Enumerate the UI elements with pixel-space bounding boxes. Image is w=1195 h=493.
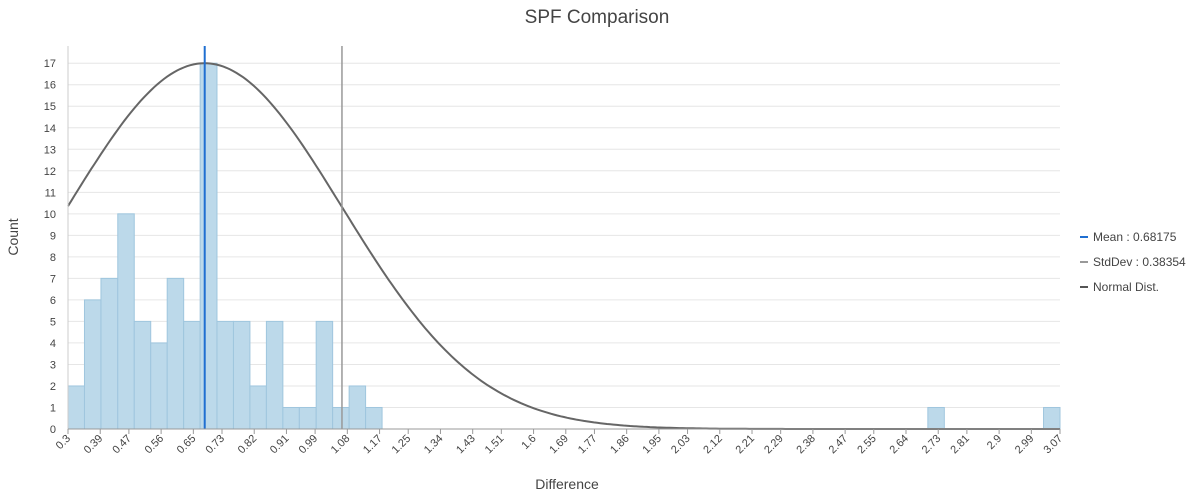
legend-label: Mean : 0.68175	[1093, 230, 1177, 244]
x-tick-label: 2.73	[920, 433, 944, 457]
y-tick-label: 11	[45, 187, 56, 199]
y-tick-label: 8	[50, 252, 56, 264]
x-tick-label: 0.47	[110, 433, 134, 457]
y-tick-label: 1	[50, 402, 56, 414]
y-tick-label: 6	[50, 295, 56, 307]
grid-lines	[68, 62, 1060, 408]
histogram-bar	[298, 406, 317, 430]
x-tick-label: 1.25	[390, 433, 414, 457]
x-axis-title: Difference	[535, 476, 599, 492]
histogram-bar	[265, 320, 284, 430]
x-tick-label: 0.91	[268, 433, 292, 457]
y-tick-label: 15	[44, 101, 56, 113]
x-tick-label: 1.69	[547, 433, 571, 457]
histogram-bar	[232, 320, 251, 430]
legend: Mean : 0.68175 StdDev : 0.38354 Normal Dis…	[1080, 230, 1186, 294]
y-tick-label: 10	[44, 209, 56, 221]
y-tick-label: 0	[50, 424, 56, 436]
y-tick-label: 4	[50, 338, 56, 350]
x-tick-label: 2.29	[762, 433, 786, 457]
histogram-bar	[83, 299, 102, 430]
x-tick-label: 3.07	[1041, 433, 1065, 457]
histogram-bar	[100, 277, 119, 430]
histogram-bar	[183, 320, 201, 430]
y-tick-label: 13	[44, 144, 56, 156]
histogram-bar	[315, 320, 334, 430]
histogram-bar	[332, 406, 350, 430]
x-tick-label: 0.82	[236, 433, 260, 457]
x-tick-label: 1.34	[422, 433, 446, 457]
y-axis-title: Count	[5, 218, 21, 255]
histogram-bar	[365, 406, 383, 430]
histogram-bar	[67, 385, 85, 430]
x-tick-label: 0.3	[54, 433, 73, 452]
x-tick-label: 0.99	[297, 433, 321, 457]
legend-label: Normal Dist.	[1093, 280, 1159, 294]
y-tick-label: 16	[44, 80, 56, 92]
y-tick-label: 2	[50, 381, 56, 393]
histogram-bar	[117, 213, 135, 430]
x-tick-label: 0.73	[203, 433, 227, 457]
x-tick-label: 2.21	[734, 433, 758, 457]
stat-lines	[203, 46, 343, 429]
x-tick-label: 2.38	[794, 433, 818, 457]
histogram-bars	[67, 62, 1061, 430]
x-tick-label: 1.43	[454, 433, 478, 457]
x-tick-label: 1.08	[329, 433, 353, 457]
y-tick-label: 17	[44, 58, 56, 70]
histogram-bar	[927, 406, 945, 430]
x-tick-label: 2.99	[1013, 433, 1037, 457]
x-tick-label: 0.56	[143, 433, 167, 457]
histogram-bar	[1043, 406, 1061, 430]
x-tick-label: 1.95	[640, 433, 664, 457]
x-tick-label: 1.17	[361, 433, 385, 457]
x-tick-label: 1.51	[483, 433, 507, 457]
axes	[67, 46, 1060, 430]
x-tick-label: 1.77	[576, 433, 600, 457]
y-tick-label: 7	[50, 273, 56, 285]
x-tick-label: 1.86	[608, 433, 632, 457]
histogram-bar	[216, 320, 234, 430]
y-tick-label: 12	[44, 166, 56, 178]
x-tick-label: 0.39	[82, 433, 106, 457]
x-tick-label: 1.6	[519, 433, 538, 452]
histogram-bar	[348, 385, 367, 430]
histogram-bar	[249, 385, 267, 430]
histogram-bar	[150, 342, 168, 430]
y-tick-label: 3	[50, 359, 56, 371]
y-tick-label: 9	[50, 230, 56, 242]
chart-title: SPF Comparison	[525, 7, 670, 28]
histogram-bar	[166, 277, 185, 430]
x-axis-ticks: 0.3 0.39 0.47 0.56 0.65 0.73 0.82 0.91 0.99 1.08 1…	[54, 429, 1065, 456]
x-tick-label: 2.03	[669, 433, 693, 457]
x-tick-label: 2.81	[948, 433, 972, 457]
y-tick-label: 5	[50, 316, 56, 328]
y-tick-label: 14	[44, 123, 56, 135]
histogram-bar	[282, 406, 300, 430]
x-tick-label: 2.9	[985, 433, 1004, 452]
legend-label: StdDev : 0.38354	[1093, 255, 1186, 269]
x-tick-label: 2.12	[701, 433, 725, 457]
x-tick-label: 2.47	[827, 433, 851, 457]
x-tick-label: 0.65	[175, 433, 199, 457]
x-tick-label: 2.64	[887, 433, 911, 457]
x-tick-label: 2.55	[855, 433, 879, 457]
histogram-bar	[133, 320, 152, 430]
histogram-bar	[199, 62, 218, 430]
